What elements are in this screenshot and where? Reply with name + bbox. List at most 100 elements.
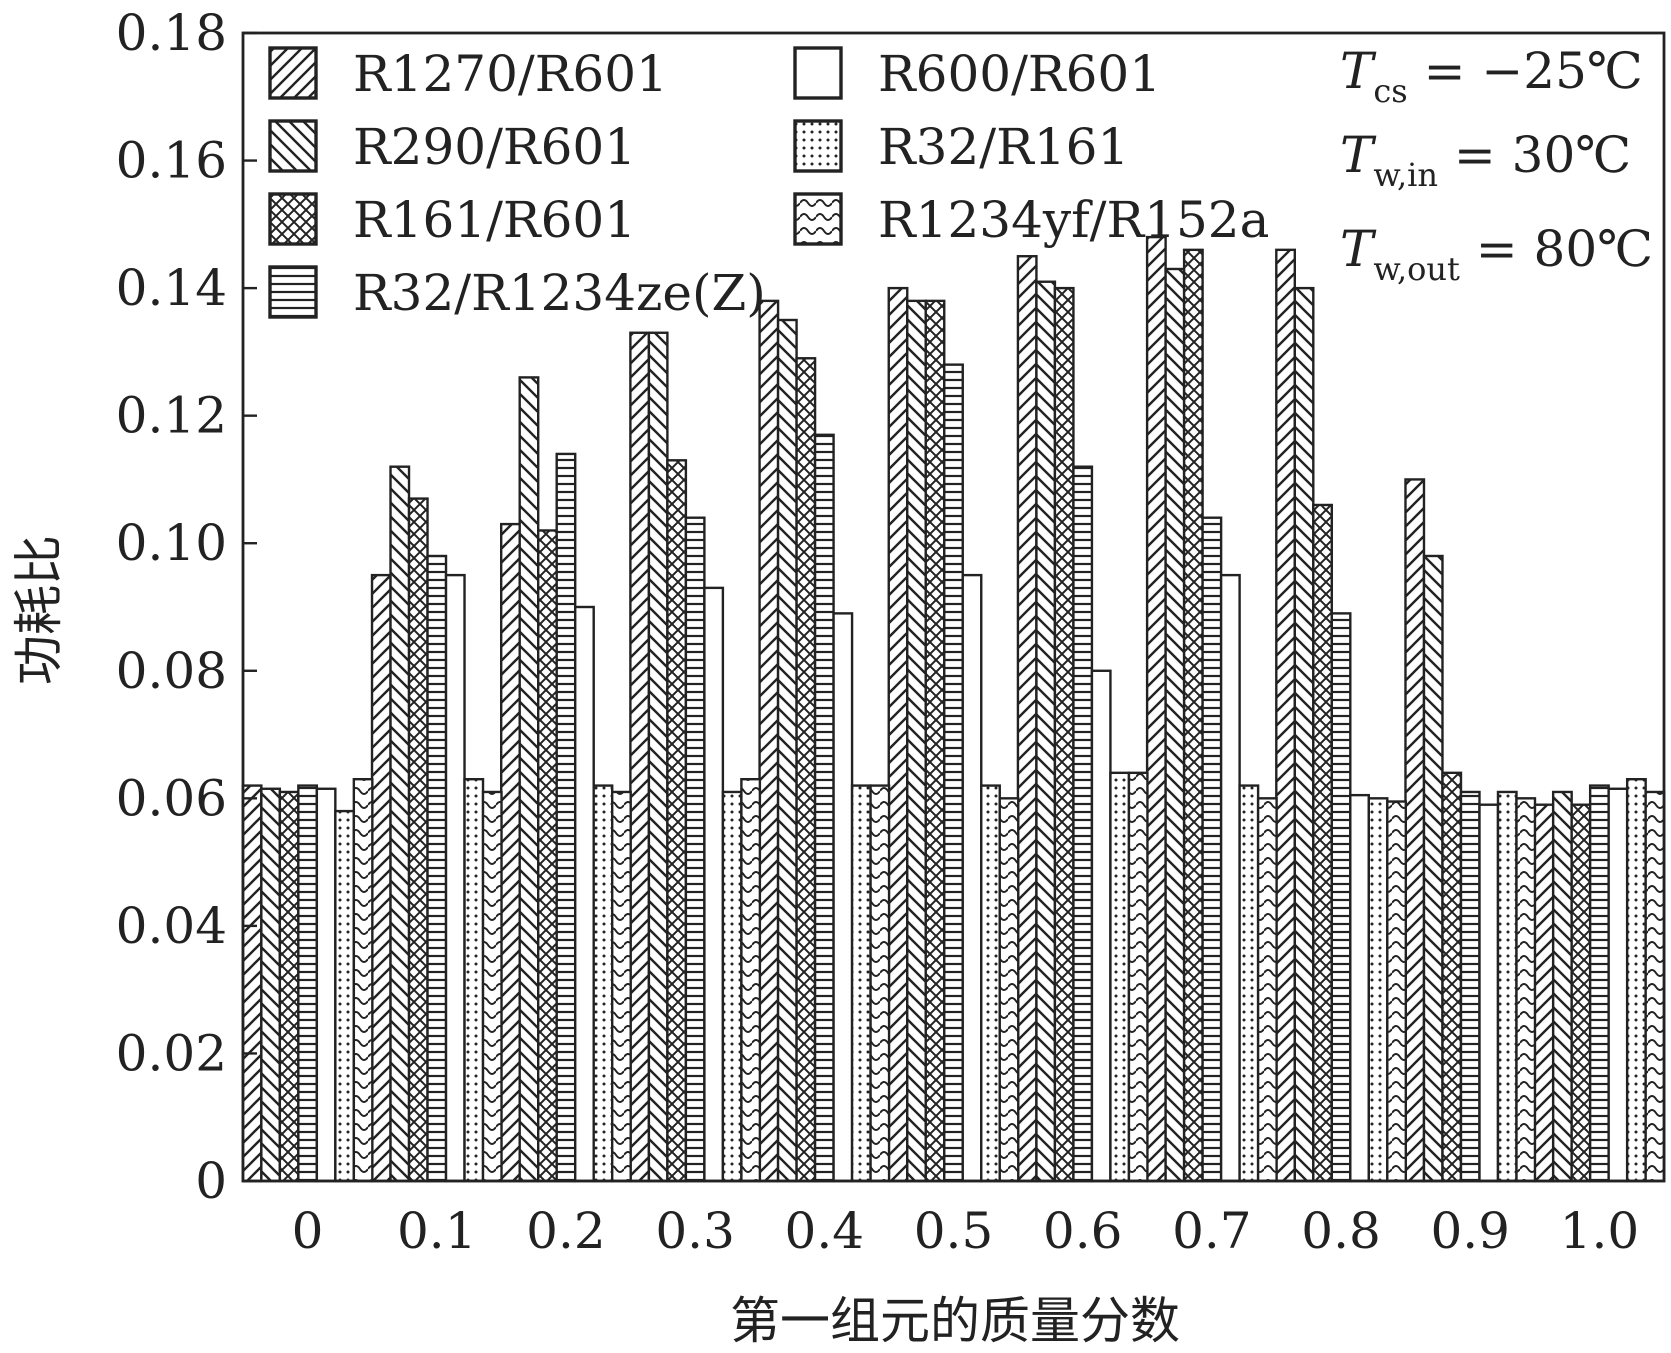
bar-r290-r601-0-6 (1035, 280, 1057, 1183)
bar-r290-r601-0-8 (1293, 286, 1315, 1183)
bar-r1270-r601-0-5 (887, 286, 909, 1183)
bar-r161-r601-0-6 (1053, 286, 1075, 1183)
bar-r1234yf-r152a-0-1 (481, 790, 503, 1183)
labels-layer: 0 0.02 0.04 0.06 0.08 0.10 0.12 0.14 0.16 0.18 0 0.… (10, 4, 1639, 1350)
bar-r32-r161-0-4 (850, 784, 872, 1183)
bar-r1270-r601-1-0 (1533, 803, 1555, 1183)
bar-r290-r601-0-4 (776, 318, 798, 1183)
bar-r1234yf-r152a-0-6 (1127, 771, 1149, 1183)
bar-r1270-r601-0-4 (758, 299, 780, 1183)
bar-r32-r1234ze-z--0-2 (555, 452, 577, 1183)
bar-r32-r1234ze-z--0-1 (426, 554, 448, 1183)
bar-r161-r601-0-5 (924, 299, 946, 1183)
bar-r600-r601-1-0 (1607, 787, 1629, 1183)
condition-value: = 80℃ (1460, 220, 1653, 278)
bar-r32-r161-0 (334, 809, 356, 1183)
bar-r1270-r601-0-1 (370, 573, 392, 1183)
legend-swatch (268, 46, 318, 100)
bar-r600-r601-0-3 (703, 586, 725, 1183)
bar-r290-r601-0-9 (1422, 554, 1444, 1183)
bar-r32-r1234ze-z--0-9 (1459, 790, 1481, 1183)
condition-text: Tcs = −25℃ (1340, 42, 1643, 110)
legend-label: R32/R161 (878, 118, 1129, 176)
bar-r600-r601-0-5 (961, 573, 983, 1183)
condition-subscript: w,out (1373, 250, 1460, 288)
legend-swatch (268, 192, 318, 246)
bar-r161-r601-1-0 (1570, 803, 1592, 1183)
legend-swatch (793, 119, 843, 173)
x-tick-label: 1.0 (1560, 1202, 1640, 1260)
bar-r290-r601-0-1 (389, 465, 411, 1183)
bar-r32-r161-0-1 (463, 778, 485, 1183)
x-tick-label: 0.7 (1172, 1202, 1252, 1260)
legend-label: R290/R601 (353, 118, 636, 176)
bar-r1234yf-r152a-0-8 (1386, 800, 1408, 1183)
bar-r290-r601-0-2 (518, 376, 540, 1183)
bar-r1270-r601-0-3 (629, 331, 651, 1183)
y-tick-label: 0.02 (116, 1024, 227, 1082)
legend-label: R600/R601 (878, 45, 1161, 103)
bar-r1234yf-r152a-0-5 (998, 797, 1020, 1183)
condition-text: Tw,out = 80℃ (1340, 220, 1653, 288)
bar-r32-r161-0-9 (1496, 790, 1518, 1183)
y-tick-label: 0.04 (116, 897, 227, 955)
legend-item: R600/R601 (793, 45, 1161, 103)
bar-r32-r161-0-2 (592, 784, 614, 1183)
legend-swatch (793, 192, 843, 246)
bar-r1270-r601-0-6 (1016, 255, 1038, 1183)
bar-r32-r1234ze-z--0-7 (1201, 516, 1223, 1183)
legend-label: R1270/R601 (353, 45, 668, 103)
bar-r1234yf-r152a-0-3 (740, 778, 762, 1183)
bar-r161-r601-0-4 (795, 357, 817, 1183)
legend-item: R1270/R601 (268, 45, 668, 103)
bar-r600-r601-0-1 (444, 573, 466, 1183)
condition-symbol: T (1340, 126, 1377, 184)
bar-r32-r161-0-8 (1367, 797, 1389, 1183)
y-tick-label: 0.16 (116, 132, 227, 190)
legend-label: R32/R1234ze(Z) (353, 264, 766, 322)
bar-r32-r1234ze-z--0 (297, 784, 319, 1183)
legend-swatch (793, 46, 843, 100)
legend-swatch (268, 119, 318, 173)
legend-label: R1234yf/R152a (878, 191, 1269, 249)
x-tick-label: 0.8 (1301, 1202, 1381, 1260)
bar-r290-r601-0-3 (647, 331, 669, 1183)
condition-subscript: w,in (1373, 156, 1438, 194)
legend-item: R1234yf/R152a (793, 191, 1269, 249)
bar-r32-r1234ze-z--0-5 (943, 363, 964, 1183)
condition-symbol: T (1340, 42, 1377, 100)
legend-item: R32/R161 (793, 118, 1129, 176)
legend-item: R161/R601 (268, 191, 636, 249)
bar-r1270-r601-0-8 (1275, 248, 1297, 1183)
x-axis-title: 第一组元的质量分数 (730, 1292, 1180, 1350)
y-tick-label: 0.12 (116, 387, 227, 445)
bar-r161-r601-0-2 (537, 529, 558, 1183)
bar-r32-r1234ze-z--0-3 (684, 516, 706, 1183)
bar-r32-r161-0-5 (980, 784, 1001, 1183)
legend-swatch (268, 265, 318, 319)
x-tick-label: 0.5 (914, 1202, 994, 1260)
bar-r161-r601-0-9 (1441, 771, 1463, 1183)
legend-item: R32/R1234ze(Z) (268, 264, 766, 322)
y-tick-label: 0.14 (116, 259, 227, 317)
bar-r1270-r601-0-7 (1145, 235, 1167, 1183)
bar-r1234yf-r152a-1-0 (1644, 790, 1666, 1183)
bar-r1234yf-r152a-0-2 (611, 790, 632, 1183)
bar-r1234yf-r152a-0-7 (1256, 797, 1278, 1183)
bar-r1234yf-r152a-0 (352, 778, 374, 1183)
bar-r600-r601-0 (315, 787, 337, 1183)
x-tick-label: 0 (292, 1202, 324, 1260)
y-tick-label: 0 (195, 1152, 227, 1210)
bar-r161-r601-0-1 (407, 497, 429, 1183)
bar-r600-r601-0-8 (1349, 793, 1371, 1183)
legend: R1270/R601 R290/R601 R161/R601 R32/R1234ze(… (268, 45, 1269, 322)
x-tick-label: 0.3 (655, 1202, 735, 1260)
bar-r290-r601-0 (260, 787, 282, 1183)
x-tick-label: 0.6 (1043, 1202, 1123, 1260)
bar-r600-r601-0-9 (1478, 803, 1500, 1183)
bar-r161-r601-0-8 (1312, 503, 1334, 1183)
axes-layer (241, 31, 1666, 1183)
y-tick-label: 0.08 (116, 642, 227, 700)
bar-r32-r161-0-7 (1238, 784, 1260, 1183)
